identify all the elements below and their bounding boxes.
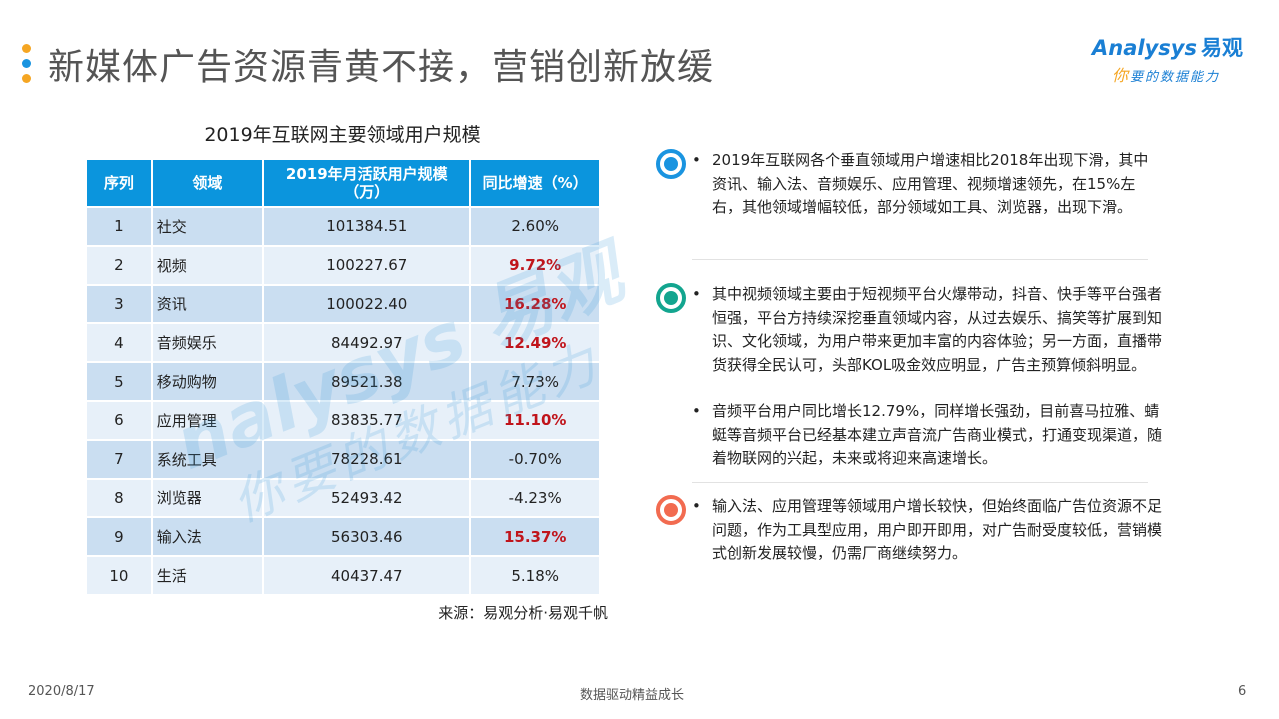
table-row: 8 浏览器 52493.42 -4.23%	[85, 477, 601, 519]
cell-index: 7	[85, 438, 153, 480]
title-decoration-dots	[22, 44, 32, 84]
cell-domain: 音频娱乐	[150, 322, 265, 364]
cell-index: 10	[85, 555, 153, 596]
page-title: 新媒体广告资源青黄不接，营销创新放缓	[48, 47, 715, 88]
analysys-logo: Analysys 易观 你要的数据能力	[1092, 32, 1262, 88]
table-row: 2 视频 100227.67 9.72%	[85, 244, 601, 286]
table-source: 来源：易观分析·易观千帆	[438, 604, 608, 622]
cell-index: 8	[85, 477, 153, 519]
cell-index: 1	[85, 206, 153, 247]
cell-index: 3	[85, 283, 153, 325]
bullet-icon: •	[692, 285, 701, 303]
col-header-domain: 领域	[150, 158, 265, 208]
logo-tagline-first: 你	[1112, 66, 1131, 85]
user-scale-table: 序列 领域 2019年月活跃用户规模 （万） 同比增速（%） 1 社交 10138…	[85, 158, 601, 596]
col-header-growth: 同比增速（%）	[469, 158, 601, 208]
section-divider	[692, 482, 1148, 483]
bullet-icon: •	[692, 402, 701, 420]
orange-dot-icon	[22, 74, 31, 83]
logo-brand: Analysys 易观	[1092, 32, 1243, 62]
cell-index: 9	[85, 516, 153, 558]
cell-domain: 社交	[150, 206, 265, 247]
bullet-icon: •	[692, 151, 701, 169]
cell-growth-highlight: 9.72%	[469, 244, 601, 286]
insight-paragraph: • 2019年互联网各个垂直领域用户增速相比2018年出现下滑，其中资讯、输入法…	[692, 149, 1162, 220]
logo-tagline: 你要的数据能力	[1112, 62, 1220, 86]
cell-mau: 89521.38	[262, 361, 472, 402]
page-number: 6	[1238, 684, 1247, 699]
footer-slogan: 数据驱动精益成长	[580, 688, 685, 703]
cell-domain: 生活	[150, 555, 265, 596]
orange-dot-icon	[22, 44, 31, 53]
cell-domain: 移动购物	[150, 361, 265, 402]
cell-domain: 浏览器	[150, 477, 265, 519]
table-header-row: 序列 领域 2019年月活跃用户规模 （万） 同比增速（%）	[85, 158, 601, 208]
col-header-mau-line1: 2019年月活跃用户规模	[285, 165, 448, 183]
insight-text: 2019年互联网各个垂直领域用户增速相比2018年出现下滑，其中资讯、输入法、音…	[712, 151, 1149, 216]
cell-growth: 2.60%	[469, 206, 601, 247]
cell-growth-highlight: 11.10%	[469, 399, 601, 441]
orange-radio-icon	[656, 495, 686, 525]
insight-text: 其中视频领域主要由于短视频平台火爆带动，抖音、快手等平台强者恒强，平台方持续深挖…	[712, 285, 1163, 374]
blue-dot-icon	[22, 59, 31, 68]
table-row: 10 生活 40437.47 5.18%	[85, 555, 601, 596]
table-row: 9 输入法 56303.46 15.37%	[85, 516, 601, 558]
cell-domain: 输入法	[150, 516, 265, 558]
footer-date: 2020/8/17	[28, 684, 95, 699]
cell-domain: 系统工具	[150, 438, 265, 480]
cell-mau: 84492.97	[262, 322, 472, 364]
bullet-icon: •	[692, 497, 701, 515]
cell-index: 5	[85, 361, 153, 402]
cell-domain: 应用管理	[150, 399, 265, 441]
cell-mau: 56303.46	[262, 516, 472, 558]
table-row: 4 音频娱乐 84492.97 12.49%	[85, 322, 601, 364]
cell-mau: 78228.61	[262, 438, 472, 480]
table-row: 7 系统工具 78228.61 -0.70%	[85, 438, 601, 480]
cell-growth: 7.73%	[469, 361, 601, 402]
cell-mau: 100227.67	[262, 244, 472, 286]
cell-growth-highlight: 12.49%	[469, 322, 601, 364]
logo-brand-en: nalysys	[1108, 36, 1197, 60]
cell-mau: 100022.40	[262, 283, 472, 325]
cell-mau: 52493.42	[262, 477, 472, 519]
cell-domain: 资讯	[150, 283, 265, 325]
cell-growth-highlight: 15.37%	[469, 516, 601, 558]
green-radio-icon	[656, 283, 686, 313]
cell-mau: 83835.77	[262, 399, 472, 441]
logo-brand-cn: 易观	[1200, 36, 1243, 60]
cell-growth-highlight: 16.28%	[469, 283, 601, 325]
cell-mau: 101384.51	[262, 206, 472, 247]
col-header-index: 序列	[85, 158, 153, 208]
insight-text: 音频平台用户同比增长12.79%，同样增长强劲，目前喜马拉雅、蜻蜓等音频平台已经…	[712, 402, 1163, 467]
blue-radio-icon	[656, 149, 686, 179]
section-divider	[692, 259, 1148, 260]
cell-index: 2	[85, 244, 153, 286]
insight-paragraph: • 输入法、应用管理等领域用户增长较快，但始终面临广告位资源不足问题，作为工具型…	[692, 495, 1162, 566]
insight-paragraph: • 其中视频领域主要由于短视频平台火爆带动，抖音、快手等平台强者恒强，平台方持续…	[692, 283, 1162, 377]
table-row: 1 社交 101384.51 2.60%	[85, 206, 601, 247]
cell-domain: 视频	[150, 244, 265, 286]
insight-paragraph: • 音频平台用户同比增长12.79%，同样增长强劲，目前喜马拉雅、蜻蜓等音频平台…	[692, 400, 1162, 471]
col-header-mau: 2019年月活跃用户规模 （万）	[262, 158, 472, 208]
table-row: 5 移动购物 89521.38 7.73%	[85, 361, 601, 402]
cell-mau: 40437.47	[262, 555, 472, 596]
insight-text: 输入法、应用管理等领域用户增长较快，但始终面临广告位资源不足问题，作为工具型应用…	[712, 497, 1163, 562]
cell-growth: 5.18%	[469, 555, 601, 596]
logo-brand-prefix: A	[1092, 36, 1109, 60]
cell-growth: -0.70%	[469, 438, 601, 480]
cell-index: 6	[85, 399, 153, 441]
table-row: 6 应用管理 83835.77 11.10%	[85, 399, 601, 441]
cell-growth: -4.23%	[469, 477, 601, 519]
logo-tagline-rest: 要的数据能力	[1130, 70, 1221, 85]
table-row: 3 资讯 100022.40 16.28%	[85, 283, 601, 325]
col-header-mau-line2: （万）	[344, 183, 390, 201]
cell-index: 4	[85, 322, 153, 364]
table-title: 2019年互联网主要领域用户规模	[204, 124, 481, 146]
